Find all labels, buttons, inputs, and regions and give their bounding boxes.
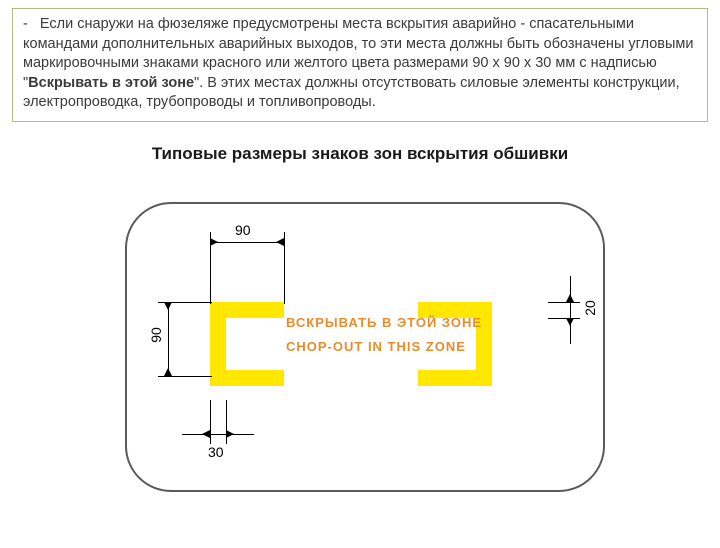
zone-text-1: CHOP-OUT IN THIS ZONE [286, 339, 466, 354]
diagram-heading: Типовые размеры знаков зон вскрытия обши… [0, 144, 720, 164]
dim-label: 20 [582, 300, 598, 316]
dim-label: 90 [235, 222, 251, 238]
dim-label: 90 [148, 327, 164, 343]
dim-label: 30 [208, 444, 224, 460]
diagram-area: ВСКРЫВАТЬ В ЭТОЙ ЗОНЕ CHOP-OUT IN THIS ZO… [90, 172, 630, 502]
zone-text-0: ВСКРЫВАТЬ В ЭТОЙ ЗОНЕ [286, 315, 482, 330]
instruction-text-bold: Вскрывать в этой зоне [28, 75, 194, 91]
instruction-textbox: - Если снаружи на фюзеляже предусмотрены… [12, 8, 708, 122]
